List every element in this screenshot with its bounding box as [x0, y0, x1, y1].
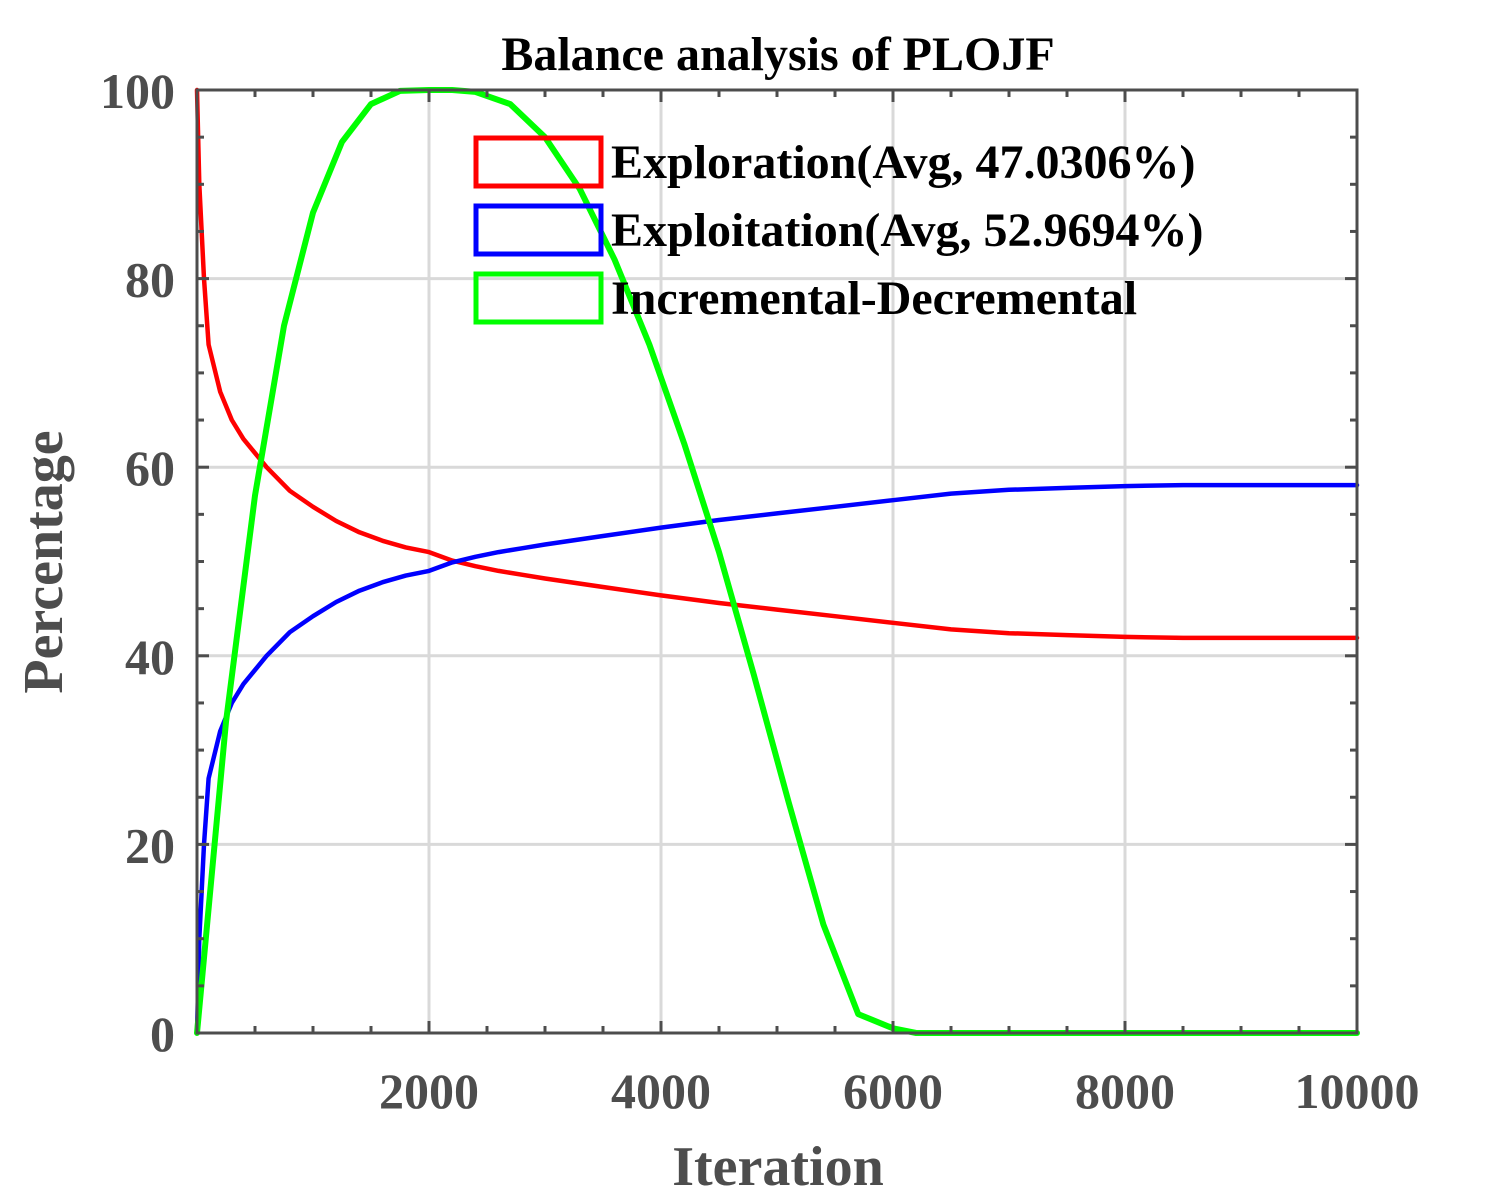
legend: Exploration(Avg, 47.0306%) Exploitation(A… [473, 135, 1203, 325]
y-tick-label: 80 [125, 252, 175, 308]
x-tick-label: 4000 [611, 1063, 711, 1119]
x-axis-label: Iteration [672, 1136, 884, 1198]
grid-layer [197, 90, 1357, 1033]
y-tick-label: 20 [125, 817, 175, 873]
series-line-1 [194, 87, 1360, 641]
legend-swatch-1 [473, 135, 604, 189]
y-tick-label: 0 [150, 1006, 175, 1062]
labels-layer: 2000 4000 6000 8000 10000 0 20 40 60 80 100 [100, 63, 1420, 1119]
legend-label-2: Exploitation(Avg, 52.9694%) [611, 204, 1203, 257]
y-tick-label: 100 [100, 63, 175, 119]
x-tick-label: 8000 [1075, 1063, 1175, 1119]
legend-swatch-3 [473, 271, 604, 325]
y-tick-label: 60 [125, 440, 175, 496]
y-axis-label: Percentage [13, 430, 75, 693]
legend-label-3: Incremental-Decremental [611, 272, 1137, 325]
x-tick-label: 10000 [1295, 1063, 1420, 1119]
x-tick-label: 6000 [843, 1063, 943, 1119]
x-tick-label: 2000 [379, 1063, 479, 1119]
chart-title: Balance analysis of PLOJF [501, 28, 1054, 81]
legend-swatch-2 [473, 203, 604, 257]
ticks-layer [197, 90, 1357, 1033]
y-tick-label: 40 [125, 629, 175, 685]
legend-label-1: Exploration(Avg, 47.0306%) [611, 136, 1195, 189]
series-line-2 [194, 482, 1360, 1036]
